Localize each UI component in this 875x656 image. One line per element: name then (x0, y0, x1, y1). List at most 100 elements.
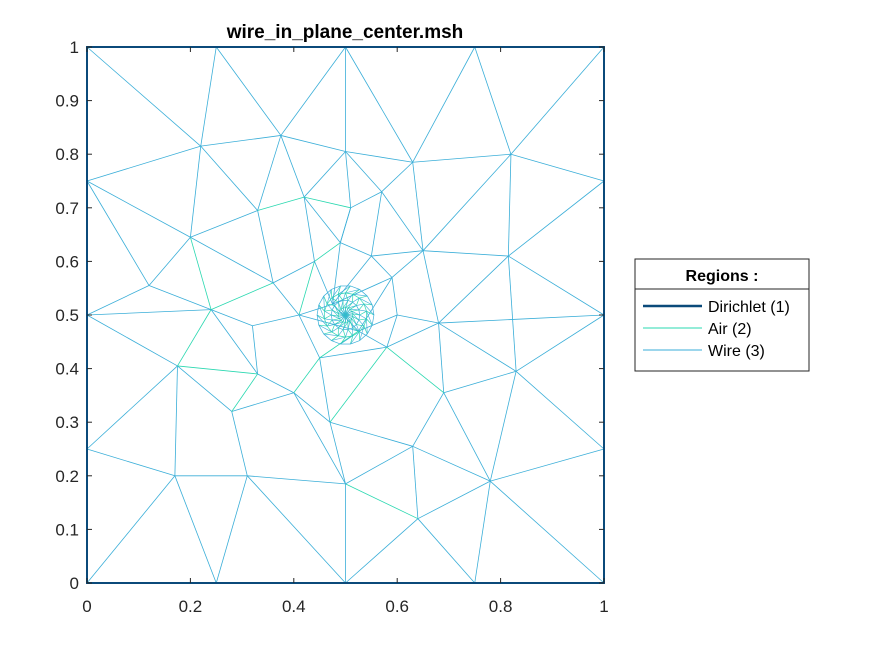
mesh-edge (210, 309, 258, 375)
wire-mesh-edge (347, 320, 351, 330)
wire-mesh-edge (351, 309, 359, 312)
wire-mesh-edge (340, 309, 346, 316)
mesh-edge (148, 285, 212, 311)
mesh-edge (515, 370, 605, 450)
wire-mesh-edge (363, 303, 367, 312)
wire-mesh-edge (326, 303, 335, 306)
wire-mesh-edge (342, 292, 346, 301)
mesh-edge (345, 151, 413, 163)
wire-mesh-edge (356, 324, 365, 327)
mesh-edge (438, 255, 509, 324)
wire-mesh-edge (338, 313, 346, 316)
wire-mesh-edge (318, 304, 325, 319)
wire-mesh-edge (338, 335, 346, 338)
wire-mesh-edge (331, 297, 339, 303)
wire-mesh-edge (358, 318, 367, 321)
wire-mesh-edge (350, 331, 360, 345)
wire-mesh-edge (356, 305, 360, 311)
wire-mesh-edge (318, 324, 332, 333)
x-tick-label: 1 (599, 597, 608, 616)
wire-mesh-edge (345, 314, 353, 317)
wire-mesh-edge (358, 303, 365, 311)
mesh-edge (293, 357, 320, 393)
mesh-edge (280, 46, 346, 136)
wire-mesh-edge (331, 314, 340, 319)
mesh-edge (293, 392, 346, 485)
wire-mesh-edge (345, 309, 351, 316)
wire-mesh-edge (359, 325, 365, 341)
wire-mesh-edge (340, 320, 344, 323)
wire-mesh-edge (339, 311, 346, 316)
mesh-edge (345, 151, 352, 208)
wire-mesh-edge (359, 310, 367, 316)
wire-mesh-edge (352, 324, 357, 329)
wire-mesh-edge (347, 307, 351, 310)
mesh-edge (340, 242, 372, 257)
mesh-edge (319, 330, 359, 359)
mesh-edge (247, 475, 346, 485)
mesh-edge (370, 191, 383, 257)
wire-mesh-edge (331, 319, 335, 325)
legend-label: Wire (3) (708, 343, 765, 360)
wire-mesh-edge (359, 314, 367, 320)
mesh-edge (397, 314, 439, 324)
wire-mesh-edge (323, 333, 332, 341)
wire-mesh-edge (334, 301, 339, 306)
mesh-edge (332, 242, 341, 305)
wire-mesh-edge (350, 340, 360, 345)
wire-mesh-edge (347, 305, 357, 309)
wire-mesh-edge (345, 307, 349, 316)
wire-mesh-edge (352, 313, 360, 321)
legend: Regions : Dirichlet (1) Air (2) Wire (3) (634, 258, 810, 372)
mesh-edge (298, 261, 315, 316)
mesh-edge (303, 196, 341, 243)
wire-mesh-edge (338, 321, 344, 328)
wire-mesh-edge (349, 309, 352, 312)
wire-mesh-edge (331, 309, 339, 317)
wire-mesh-edge (338, 285, 351, 295)
mesh-edge (86, 180, 191, 238)
mesh-edge (86, 314, 178, 367)
wire-mesh-edge (337, 294, 344, 301)
wire-mesh-edge (331, 285, 341, 299)
wire-mesh-edge (352, 301, 357, 306)
wire-mesh-edge (338, 300, 344, 303)
mesh-edge (86, 475, 176, 584)
mesh-edge (417, 480, 491, 520)
wire-mesh-edge (323, 289, 332, 297)
y-axis: 0 0.1 0.2 0.3 0.4 0.5 0.6 0.7 0.8 0.9 1 (55, 38, 604, 593)
y-tick-label: 0.8 (55, 145, 79, 164)
wire-mesh-edge (332, 318, 340, 321)
mesh-edge (345, 151, 382, 192)
wire-mesh-edge (326, 324, 335, 327)
x-tick-label: 0 (82, 597, 91, 616)
wire-mesh-edge (334, 320, 342, 325)
mesh-edge (371, 250, 424, 257)
wire-mesh-edge (351, 311, 360, 316)
wire-mesh-edge (342, 307, 346, 316)
wire-mesh-edge (345, 314, 352, 319)
mesh-edge (381, 191, 424, 251)
wire-mesh-edge (323, 296, 325, 312)
mesh-edge (314, 242, 341, 262)
wire-mesh-edge (352, 313, 360, 316)
wire-mesh-edge (340, 300, 344, 310)
wire-mesh-edge (350, 335, 354, 345)
wire-mesh-edge (352, 315, 360, 321)
wire-mesh-edge (326, 325, 333, 333)
wire-mesh-edge (352, 293, 360, 299)
wire-mesh-edge (324, 310, 332, 316)
mesh-edge (272, 261, 315, 284)
wire-mesh-edge (345, 300, 349, 308)
x-tick-label: 0.8 (489, 597, 513, 616)
wire-mesh-edge (345, 335, 353, 338)
mesh-edge (86, 309, 212, 316)
mesh-edge (293, 392, 331, 423)
wire-mesh-edge (356, 297, 360, 306)
mesh-edge (200, 46, 217, 147)
wire-mesh-edge (339, 318, 342, 321)
mesh-edge (319, 357, 331, 423)
mesh-edge (177, 309, 212, 367)
wire-mesh-edge (331, 285, 341, 290)
